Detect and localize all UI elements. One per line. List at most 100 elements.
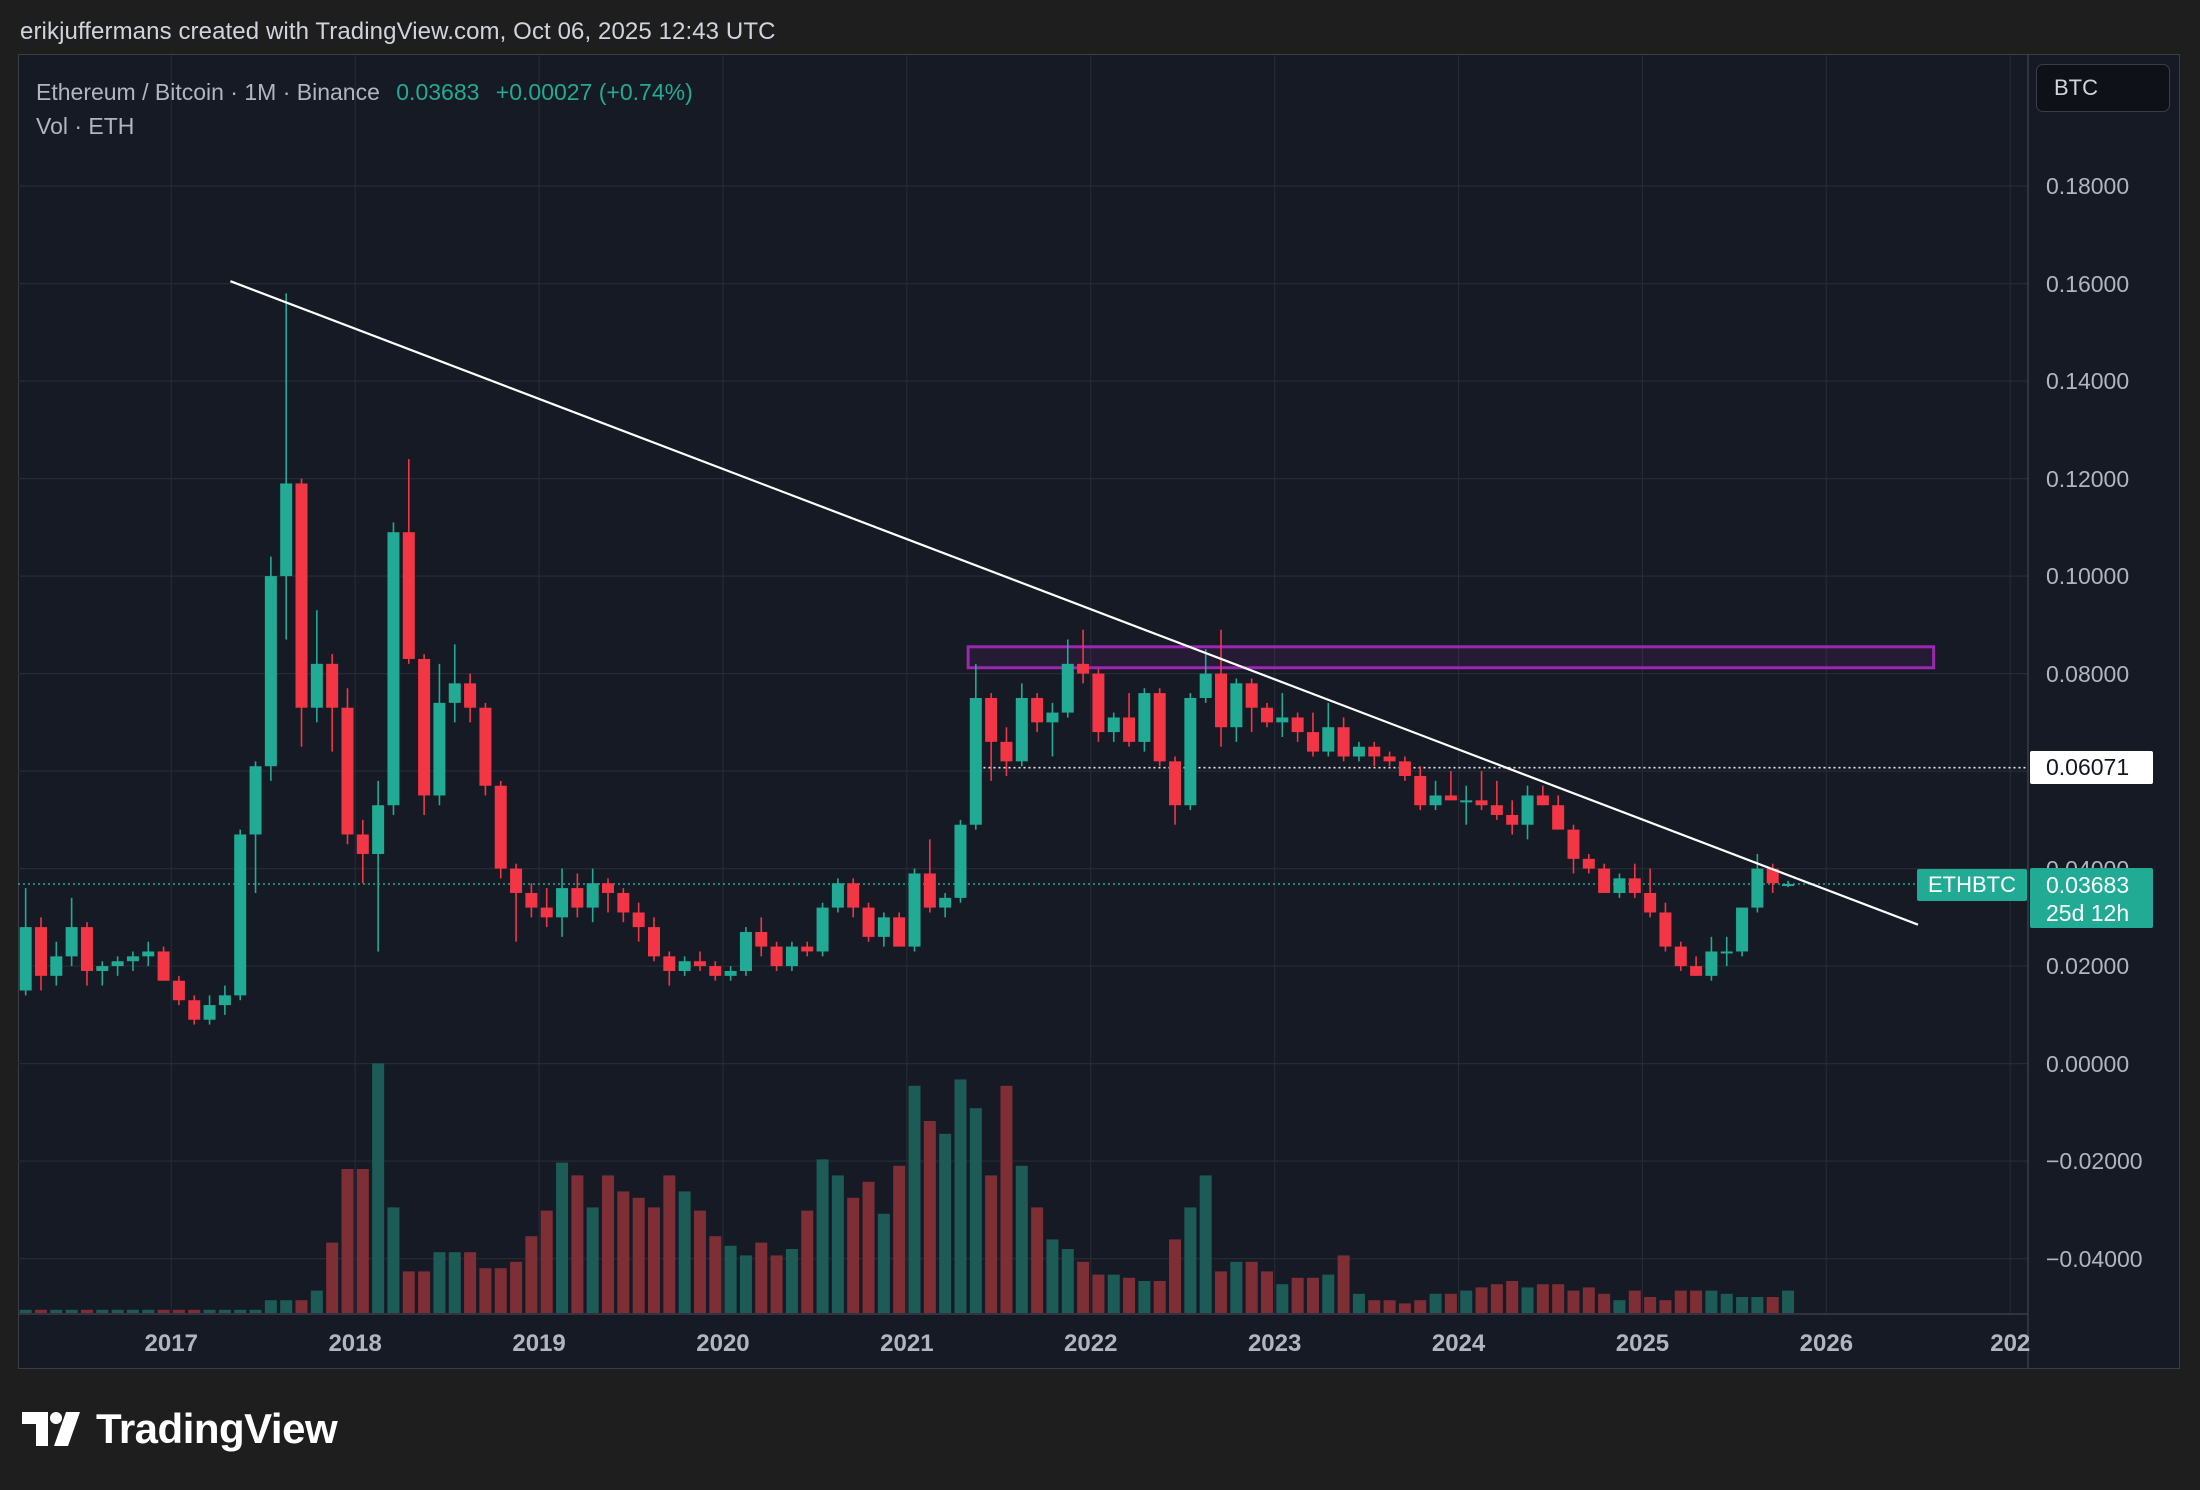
candle-body bbox=[908, 873, 921, 947]
candle-body bbox=[1598, 868, 1611, 893]
time-scale-label: 202 bbox=[1990, 1330, 2031, 1357]
volume-bar bbox=[1414, 1300, 1427, 1313]
candle-body bbox=[65, 927, 78, 957]
candle-body bbox=[218, 995, 231, 1006]
price-scale-label: −0.04000 bbox=[2046, 1245, 2143, 1272]
candle-body bbox=[647, 927, 660, 957]
candle-body bbox=[1015, 697, 1028, 762]
price-scale-label: 0.16000 bbox=[2046, 270, 2130, 297]
volume-bar bbox=[785, 1249, 798, 1313]
time-scale-label: 2021 bbox=[880, 1330, 934, 1357]
volume-bar bbox=[1460, 1290, 1473, 1313]
candle-body bbox=[739, 931, 752, 971]
volume-bar bbox=[126, 1309, 139, 1313]
price-scale-label: 0.12000 bbox=[2046, 465, 2130, 492]
volume-bar bbox=[1322, 1274, 1335, 1313]
volume-bar bbox=[755, 1242, 768, 1313]
volume-bar bbox=[847, 1197, 860, 1313]
volume-bar bbox=[111, 1309, 124, 1313]
candle-body bbox=[1475, 800, 1488, 806]
volume-bar bbox=[249, 1309, 262, 1313]
volume-bar bbox=[234, 1309, 247, 1313]
candle-body bbox=[1000, 741, 1013, 762]
candle-body bbox=[1536, 795, 1549, 806]
volume-bar bbox=[1046, 1239, 1059, 1313]
candle-body bbox=[724, 970, 737, 976]
volume-bar bbox=[1444, 1293, 1457, 1313]
time-scale-label: 2019 bbox=[512, 1330, 566, 1357]
candle-body bbox=[510, 868, 523, 893]
candle-body bbox=[1521, 795, 1534, 825]
volume-bar bbox=[1245, 1261, 1258, 1313]
volume-bar bbox=[632, 1197, 645, 1313]
candle-body bbox=[1720, 951, 1733, 954]
volume-bar bbox=[1766, 1297, 1779, 1313]
volume-bar bbox=[831, 1175, 844, 1313]
volume-bar bbox=[65, 1309, 78, 1313]
volume-bar bbox=[1644, 1297, 1657, 1313]
volume-bar bbox=[387, 1207, 400, 1313]
candle-body bbox=[280, 483, 293, 577]
candle-body bbox=[847, 883, 860, 908]
tradingview-logo[interactable]: TradingView bbox=[22, 1404, 338, 1454]
candle-body bbox=[831, 883, 844, 908]
volume-bar bbox=[1306, 1277, 1319, 1313]
volume-bar bbox=[1000, 1085, 1013, 1313]
volume-bar bbox=[770, 1255, 783, 1313]
candle-body bbox=[1046, 712, 1059, 723]
candle-body bbox=[1352, 746, 1365, 757]
candle-body bbox=[1705, 951, 1718, 976]
candle-body bbox=[203, 1005, 216, 1020]
candle-body bbox=[1276, 717, 1289, 723]
volume-bar bbox=[1077, 1261, 1090, 1313]
currency-button[interactable]: BTC bbox=[2036, 64, 2170, 112]
candle-body bbox=[264, 576, 277, 767]
volume-bar bbox=[571, 1175, 584, 1313]
volume-bar bbox=[1567, 1290, 1580, 1313]
legend-symbol-description[interactable]: Ethereum / Bitcoin · 1M · Binance bbox=[36, 79, 380, 105]
volume-bar bbox=[1690, 1290, 1703, 1313]
candle-body bbox=[387, 532, 400, 806]
legend-volume-row: Vol · ETH bbox=[36, 109, 693, 143]
volume-bar bbox=[923, 1121, 936, 1313]
volume-bar bbox=[1429, 1293, 1442, 1313]
price-scale-label: 0.10000 bbox=[2046, 563, 2130, 590]
candle-body bbox=[464, 683, 477, 708]
volume-bar bbox=[1628, 1290, 1641, 1313]
volume-bar bbox=[647, 1207, 660, 1313]
volume-bar bbox=[893, 1165, 906, 1313]
candle-body bbox=[1291, 717, 1304, 733]
volume-bar bbox=[939, 1133, 952, 1313]
candle-body bbox=[525, 892, 538, 908]
candle-body bbox=[1153, 693, 1166, 762]
volume-bar bbox=[602, 1175, 615, 1313]
legend-price: 0.03683 bbox=[396, 79, 480, 105]
candle-body bbox=[126, 956, 139, 962]
volume-bar bbox=[1031, 1207, 1044, 1313]
volume-bar bbox=[693, 1210, 706, 1313]
candle-body bbox=[632, 912, 645, 928]
candle-body bbox=[1582, 858, 1595, 869]
price-scale-label: 0.18000 bbox=[2046, 173, 2130, 200]
candle-body bbox=[1398, 761, 1411, 776]
horizontal-line-price-label: 0.06071 bbox=[2030, 751, 2153, 785]
candle-body bbox=[1751, 868, 1764, 908]
volume-bar bbox=[1659, 1300, 1672, 1313]
candle-body bbox=[893, 917, 906, 947]
candle-body bbox=[617, 892, 630, 913]
volume-bar bbox=[1506, 1281, 1519, 1313]
price-scale-label: 0.08000 bbox=[2046, 660, 2130, 687]
candle-body bbox=[1215, 673, 1228, 728]
volume-bar bbox=[1123, 1277, 1136, 1313]
legend-volume-label[interactable]: Vol · ETH bbox=[36, 113, 135, 139]
candle-body bbox=[693, 961, 706, 967]
candle-body bbox=[540, 907, 553, 918]
candle-body bbox=[985, 697, 998, 742]
legend-main-row: Ethereum / Bitcoin · 1M · Binance 0.0368… bbox=[36, 75, 693, 109]
volume-bar bbox=[877, 1213, 890, 1313]
volume-bar bbox=[1383, 1300, 1396, 1313]
candle-body bbox=[1567, 829, 1580, 859]
candle-body bbox=[663, 956, 676, 971]
volume-bar bbox=[540, 1210, 553, 1313]
